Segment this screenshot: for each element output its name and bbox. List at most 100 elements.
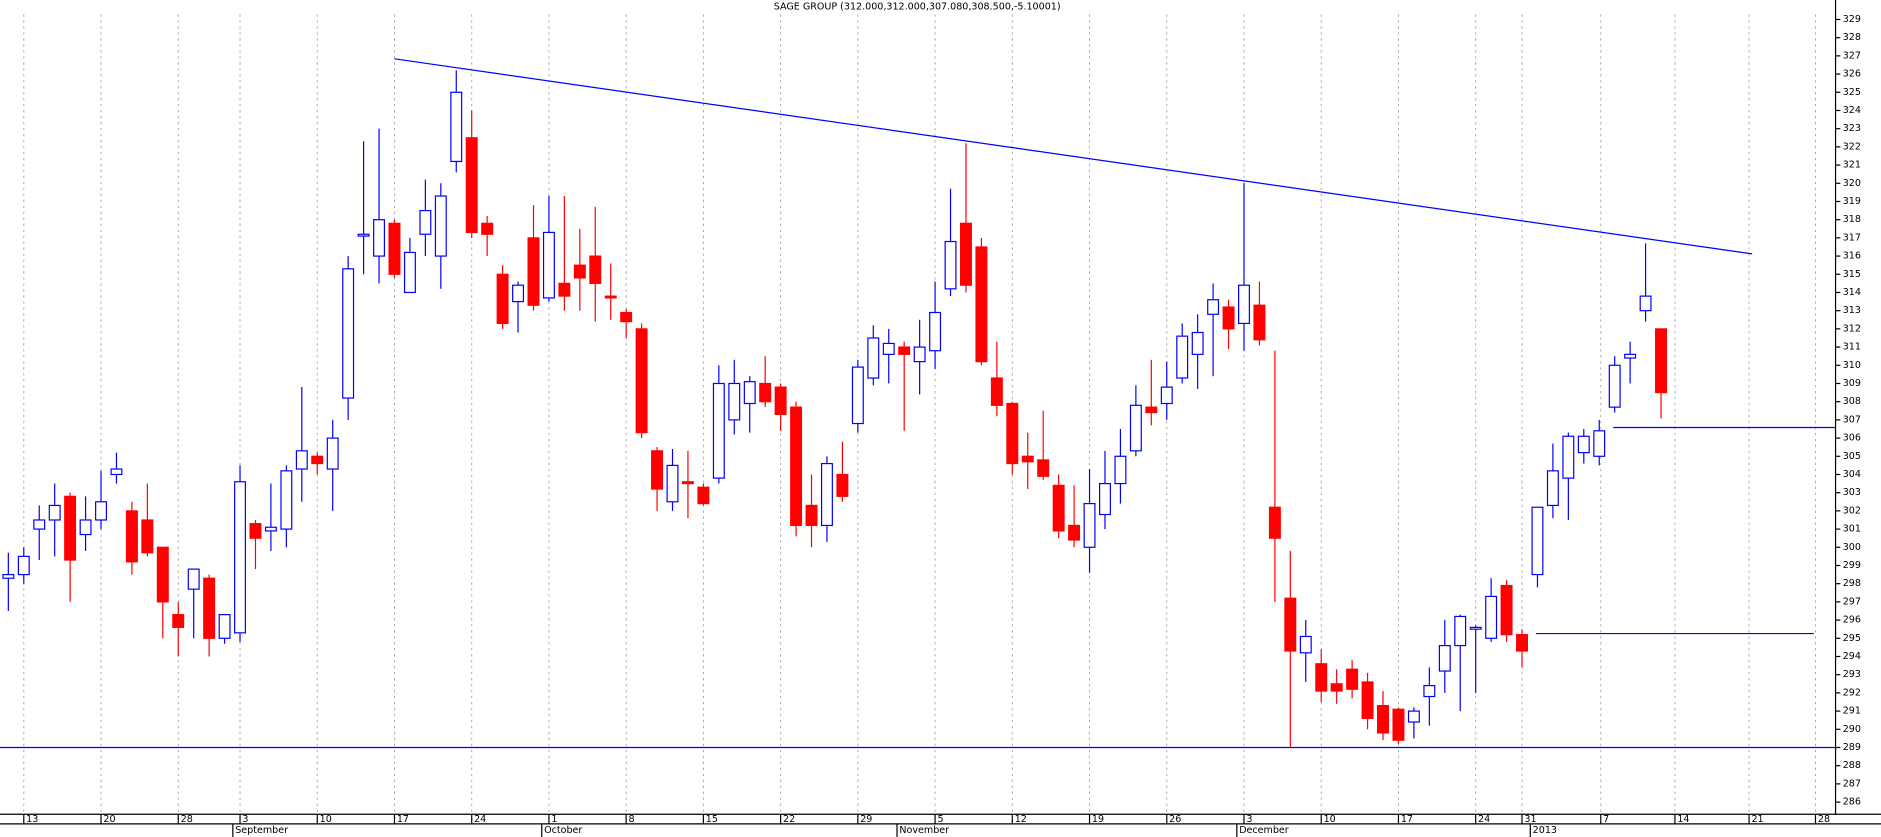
candle-body [712, 382, 725, 479]
candle-body [172, 614, 185, 628]
y-tick-label: 324 [1843, 105, 1861, 116]
x-tick-label: 12 [1015, 814, 1027, 825]
y-tick-label: 297 [1843, 596, 1861, 607]
candle-body [1546, 470, 1559, 507]
candle-body [790, 406, 803, 527]
y-tick-label: 309 [1843, 378, 1861, 389]
candle-body [48, 504, 61, 521]
candle-body [975, 246, 988, 363]
candle-body [1361, 681, 1374, 719]
candle-body [1377, 705, 1389, 734]
candle-body [1639, 295, 1652, 312]
candle-body [1577, 435, 1590, 454]
month-label: October [544, 825, 582, 836]
y-tick-label: 327 [1843, 50, 1861, 61]
candle-body [1346, 668, 1359, 690]
candle-body [187, 568, 200, 590]
candle-body [573, 264, 586, 279]
candle-body [95, 501, 107, 521]
x-tick-label: 26 [1169, 814, 1181, 825]
candle-body [1655, 328, 1668, 394]
candle-body [1608, 364, 1621, 408]
candle-body [990, 377, 1003, 406]
x-tick-label: 10 [1324, 814, 1336, 825]
y-tick-label: 295 [1843, 633, 1861, 644]
candle-body [1485, 595, 1498, 639]
candle-body [959, 222, 972, 286]
candle-body [851, 366, 864, 425]
candle-body [882, 342, 895, 355]
candle-body [1238, 284, 1250, 325]
candle-body [1407, 710, 1420, 723]
candle-body [867, 337, 880, 379]
candle-body [651, 450, 664, 490]
candle-body [743, 381, 756, 405]
candle-body [496, 273, 509, 325]
x-tick-label: 21 [1751, 814, 1763, 825]
candle-body [280, 470, 293, 530]
candle-body [1392, 708, 1405, 741]
y-tick-label: 291 [1843, 706, 1861, 717]
candle-body [1454, 615, 1467, 647]
candle-body [1083, 503, 1096, 548]
x-tick-label: 15 [706, 814, 718, 825]
y-tick-label: 307 [1843, 414, 1861, 425]
chart-title: SAGE GROUP (312.000,312.000,307.080,308.… [774, 2, 1061, 13]
x-tick-label: 5 [937, 814, 943, 825]
candle-body [635, 328, 648, 434]
y-tick-label: 303 [1843, 487, 1861, 498]
y-tick-label: 289 [1843, 742, 1861, 753]
x-tick-label: 19 [1092, 814, 1104, 825]
candle-body [1021, 455, 1034, 463]
candle-body [1562, 435, 1575, 479]
y-tick-label: 315 [1843, 269, 1861, 280]
candle-body [620, 311, 633, 323]
candle-body [1068, 524, 1081, 541]
candle-body [1006, 402, 1019, 465]
y-tick-label: 328 [1843, 32, 1861, 43]
candle-body [465, 137, 478, 234]
candle-body [1423, 685, 1436, 698]
candle-body [898, 346, 911, 355]
x-tick-label: 14 [1677, 814, 1689, 825]
x-tick-label: 28 [181, 814, 193, 825]
y-tick-label: 300 [1843, 542, 1861, 553]
candle-body [326, 437, 339, 470]
y-tick-label: 310 [1843, 360, 1861, 371]
candle-body [774, 386, 787, 416]
candle-body [403, 251, 416, 294]
y-tick-label: 314 [1843, 287, 1861, 298]
candle-body [79, 519, 92, 536]
y-tick-label: 287 [1843, 778, 1861, 789]
candle-body [450, 91, 463, 163]
candle-body [2, 573, 15, 579]
y-tick-label: 311 [1843, 342, 1861, 353]
candle-body [295, 450, 308, 470]
candle-body [1593, 430, 1606, 457]
y-tick-label: 286 [1843, 797, 1861, 808]
y-tick-label: 301 [1843, 524, 1861, 535]
candle-body [1207, 299, 1220, 315]
x-tick-label: 3 [1246, 814, 1252, 825]
candle-body [836, 473, 849, 497]
candle-body [805, 504, 818, 527]
y-tick-label: 302 [1843, 505, 1861, 516]
y-tick-label: 299 [1843, 560, 1861, 571]
y-tick-label: 323 [1843, 123, 1861, 134]
trend-line [394, 58, 1753, 255]
y-tick-label: 298 [1843, 578, 1861, 589]
candle-body [110, 468, 123, 476]
y-tick-label: 326 [1843, 69, 1861, 80]
x-tick-label: 17 [397, 814, 409, 825]
x-tick-label: 7 [1603, 814, 1609, 825]
candle-body [264, 526, 277, 532]
candle-body [1099, 482, 1111, 516]
y-tick-label: 288 [1843, 760, 1861, 771]
candle-body [156, 546, 169, 603]
y-tick-label: 317 [1843, 232, 1861, 243]
y-tick-label: 322 [1843, 141, 1861, 152]
y-tick-label: 292 [1843, 687, 1861, 698]
